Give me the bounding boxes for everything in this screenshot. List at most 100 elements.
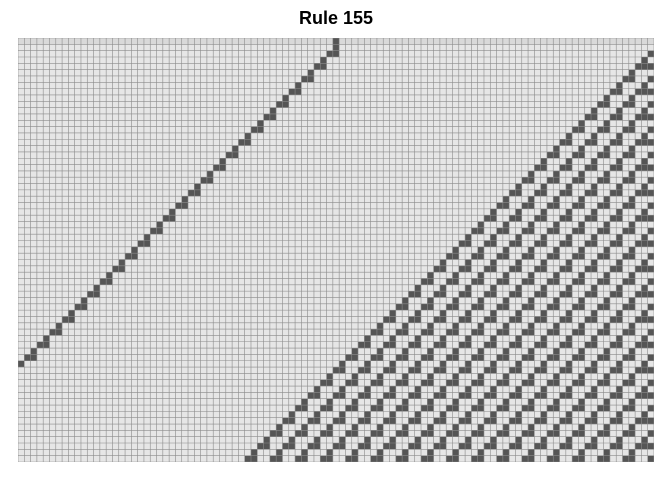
live-cell [471,82,478,89]
live-cell [483,259,491,266]
live-cell [282,82,289,89]
live-cell [546,164,554,171]
live-cell [332,69,340,76]
live-cell [364,246,371,254]
live-cell [118,177,126,184]
live-cell [206,196,214,203]
live-cell [80,177,88,184]
live-cell [496,113,503,121]
live-cell [225,253,233,260]
live-cell [213,177,220,184]
live-cell [263,196,270,203]
live-cell [339,202,346,209]
live-cell [578,291,585,298]
live-cell [351,170,359,178]
live-cell [376,63,384,70]
live-cell [528,189,535,197]
live-cell [36,107,44,114]
live-cell [162,145,170,152]
live-cell [143,398,151,406]
live-cell [326,221,333,228]
live-cell [225,316,233,323]
live-cell [528,101,535,108]
live-cell [402,151,409,159]
live-cell [490,278,497,285]
live-cell [150,297,157,304]
live-cell [433,94,440,102]
live-cell [376,297,384,304]
live-cell [616,303,623,311]
live-cell [465,202,472,209]
live-cell [578,44,585,51]
live-cell [635,50,642,57]
live-cell [421,94,428,102]
live-cell [24,196,31,203]
live-cell [307,329,314,336]
live-cell [143,75,151,83]
live-cell [358,208,365,216]
live-cell [421,151,428,159]
live-cell [263,202,270,209]
live-cell [188,373,195,380]
live-cell [320,234,327,241]
live-cell [181,101,189,108]
live-cell [68,189,75,197]
live-cell [465,126,472,133]
live-cell [622,316,629,323]
live-cell [43,101,50,108]
live-cell [295,303,302,311]
live-cell [131,272,138,279]
live-cell [521,82,529,89]
live-cell [603,341,610,349]
live-cell [288,227,296,235]
live-cell [546,265,554,273]
live-cell [238,386,245,393]
live-cell [36,373,44,380]
live-cell [219,310,226,317]
live-cell [622,44,629,51]
live-cell [118,341,126,349]
live-cell [43,291,50,298]
live-cell [219,101,226,108]
live-cell [628,183,636,190]
live-cell [143,107,151,114]
live-cell [156,120,163,127]
live-cell [591,151,598,159]
live-cell [150,132,157,140]
live-cell [257,101,264,108]
live-cell [622,367,629,374]
live-cell [169,75,176,83]
live-cell [439,202,447,209]
live-cell [269,272,277,279]
live-cell [609,221,617,228]
live-cell [408,360,415,368]
live-cell [326,291,333,298]
live-cell [326,246,333,254]
live-cell [225,259,233,266]
live-cell [181,253,189,260]
live-cell [30,107,37,114]
live-cell [62,202,69,209]
live-cell [490,354,497,361]
live-cell [93,398,100,406]
live-cell [446,227,453,235]
live-cell [414,120,422,127]
live-cell [546,170,554,178]
live-cell [358,360,365,368]
live-cell [30,360,37,368]
live-cell [30,259,37,266]
live-cell [521,348,529,355]
live-cell [313,297,321,304]
live-cell [244,196,251,203]
live-cell [370,246,377,254]
live-cell [194,398,201,406]
live-cell [465,297,472,304]
live-cell [553,215,560,222]
live-cell [288,265,296,273]
live-cell [301,259,308,266]
live-cell [194,227,201,235]
live-cell [591,69,598,76]
live-cell [307,50,314,57]
live-cell [225,170,233,178]
live-cell [162,246,170,254]
